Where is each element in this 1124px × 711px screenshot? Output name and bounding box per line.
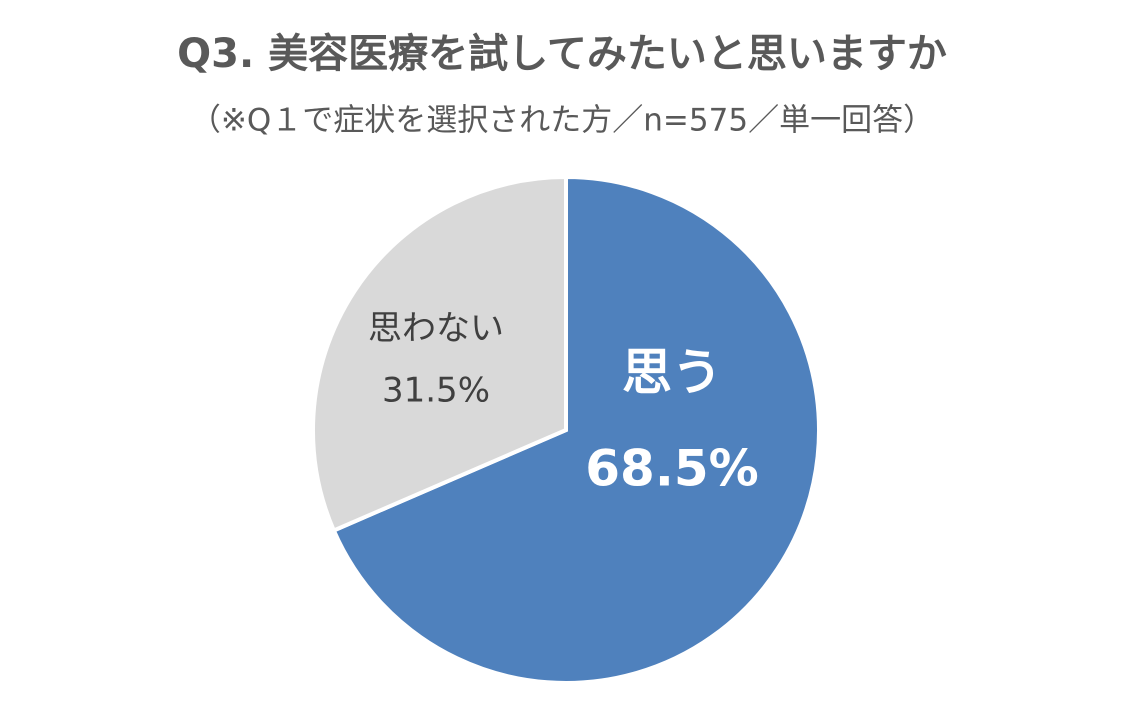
pie-slice [311,174,568,534]
slice-value-label: 68.5% [585,440,758,498]
pie-slice [331,174,821,685]
slice-category-label: 思わない [368,309,504,349]
chart-subtitle: （※Q１で症状を選択された方／n=575／単一回答） [190,103,934,139]
slice-value-label: 31.5% [382,371,490,411]
slice-category-label: 思う [622,344,722,402]
chart-title: Q3. 美容医療を試してみたいと思いますか [177,31,947,77]
